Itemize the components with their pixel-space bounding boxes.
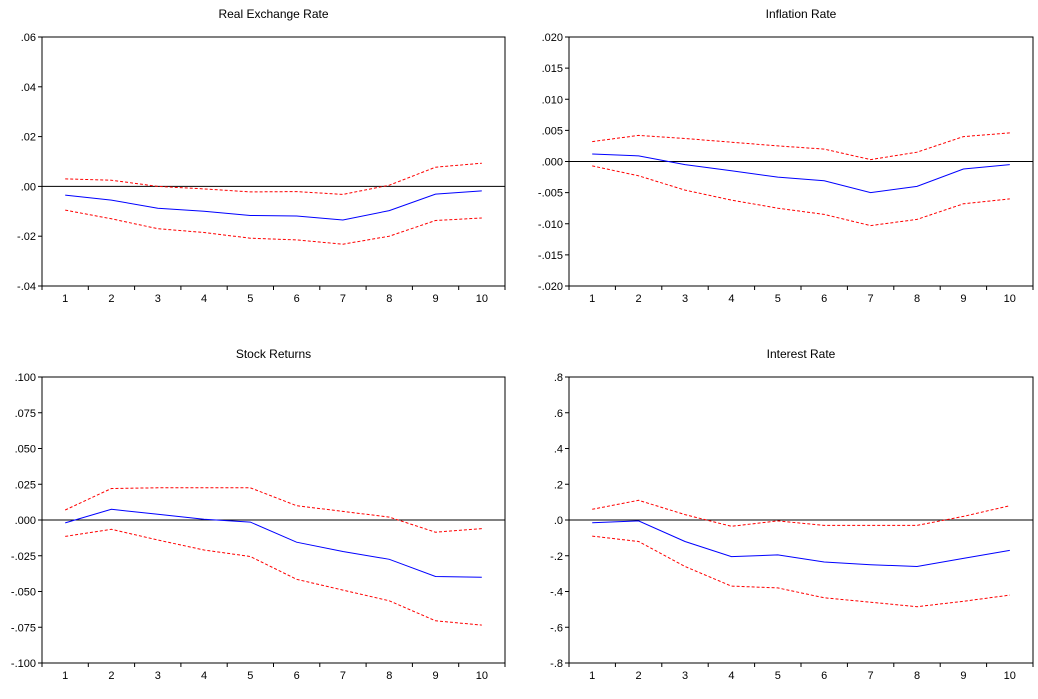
x-tick-label: 1 [589,293,595,305]
y-tick-label: -.020 [538,281,563,293]
impulse-response-line [65,190,482,221]
x-tick-label: 3 [682,670,688,682]
x-tick-label: 10 [1004,670,1016,682]
y-tick-label: .005 [542,125,563,137]
y-tick-label: -.050 [11,587,36,599]
y-tick-label: .010 [542,94,563,106]
y-tick-label: -.015 [538,250,563,262]
x-tick-label: 9 [432,670,438,682]
y-tick-label: -.010 [538,219,563,231]
x-tick-label: 7 [340,670,346,682]
impulse-response-line [65,508,482,578]
y-tick-label: .00 [21,181,36,193]
upper-confidence-band [592,132,1010,161]
impulse-response-line [592,520,1010,568]
plot-frame [41,36,506,287]
x-tick-label: 5 [775,670,781,682]
x-tick-label: 5 [247,293,253,305]
upper-confidence-band [65,162,482,195]
panel-4: Interest Rate .8 .6 .4 .2 .0 -.2 -.4 -.6 -.8 1 2 3 4 5… [550,347,1034,682]
x-tick-label: 4 [728,670,734,682]
upper-confidence-band [592,499,1010,527]
x-tick-label: 7 [868,293,874,305]
y-tick-label: .2 [554,479,563,491]
x-tick-label: 7 [340,293,346,305]
x-tick-label: 2 [636,670,642,682]
y-tick-label: .04 [21,82,36,94]
y-tick-label: .025 [15,479,36,491]
x-tick-label: 10 [476,670,488,682]
y-tick-label: -.02 [17,231,36,243]
x-tick-label: 9 [960,670,966,682]
panel-1: Real Exchange Rate .06 .04 .02 .00 -.02 -.04 1 2… [17,7,506,305]
x-tick-label: 8 [386,293,392,305]
x-tick-label: 1 [62,293,68,305]
x-tick-label: 6 [821,293,827,305]
y-tick-label: .050 [15,444,36,456]
y-tick-label: .020 [542,32,563,44]
panel-title: Stock Returns [236,347,311,361]
panel-3: Stock Returns .100 .075 .050 .025 .000 -.025 -.… [11,347,506,682]
panel-title: Inflation Rate [766,7,837,21]
y-tick-label: .6 [554,408,563,420]
x-tick-label: 9 [960,293,966,305]
x-tick-label: 1 [589,670,595,682]
panel-title: Interest Rate [767,347,836,361]
x-tick-label: 3 [155,293,161,305]
x-tick-label: 6 [294,293,300,305]
y-tick-label: .4 [554,444,563,456]
y-tick-label: -.6 [550,622,563,634]
x-tick-label: 3 [155,670,161,682]
lower-confidence-band [65,209,482,245]
x-tick-label: 1 [62,670,68,682]
x-tick-label: 6 [821,670,827,682]
y-tick-label: .8 [554,372,563,384]
x-tick-label: 4 [201,670,207,682]
y-tick-label: -.025 [11,551,36,563]
x-tick-label: 5 [247,670,253,682]
lower-confidence-band [592,165,1010,227]
y-tick-label: .0 [554,515,563,527]
impulse-response-line [592,153,1010,194]
x-tick-label: 9 [432,293,438,305]
x-tick-label: 10 [476,293,488,305]
x-tick-label: 2 [108,293,114,305]
y-tick-label: -.075 [11,622,36,634]
upper-confidence-band [64,487,482,533]
x-tick-label: 6 [294,670,300,682]
y-tick-label: -.100 [11,658,36,670]
x-tick-label: 2 [108,670,114,682]
y-tick-label: -.04 [17,281,36,293]
y-tick-label: -.8 [550,658,563,670]
x-tick-label: 8 [386,670,392,682]
y-tick-label: -.005 [538,188,563,200]
x-tick-label: 2 [636,293,642,305]
y-tick-label: -.4 [550,587,563,599]
x-tick-label: 5 [775,293,781,305]
y-tick-label: .06 [21,32,36,44]
x-tick-label: 8 [914,670,920,682]
y-tick-label: .015 [542,63,563,75]
panel-title: Real Exchange Rate [218,7,328,21]
panel-2: Inflation Rate .020 .015 .010 .005 .000 -.005 -… [538,7,1034,305]
y-tick-label: .075 [15,408,36,420]
x-tick-label: 10 [1004,293,1016,305]
x-tick-label: 7 [868,670,874,682]
y-tick-label: .000 [542,157,563,169]
x-tick-label: 4 [728,293,734,305]
x-tick-label: 3 [682,293,688,305]
y-tick-label: .000 [15,515,36,527]
x-tick-label: 4 [201,293,207,305]
lower-confidence-band [592,535,1010,608]
y-tick-label: .100 [15,372,36,384]
y-tick-label: .02 [21,132,36,144]
y-tick-label: -.2 [550,551,563,563]
lower-confidence-band [65,528,482,626]
x-tick-label: 8 [914,293,920,305]
